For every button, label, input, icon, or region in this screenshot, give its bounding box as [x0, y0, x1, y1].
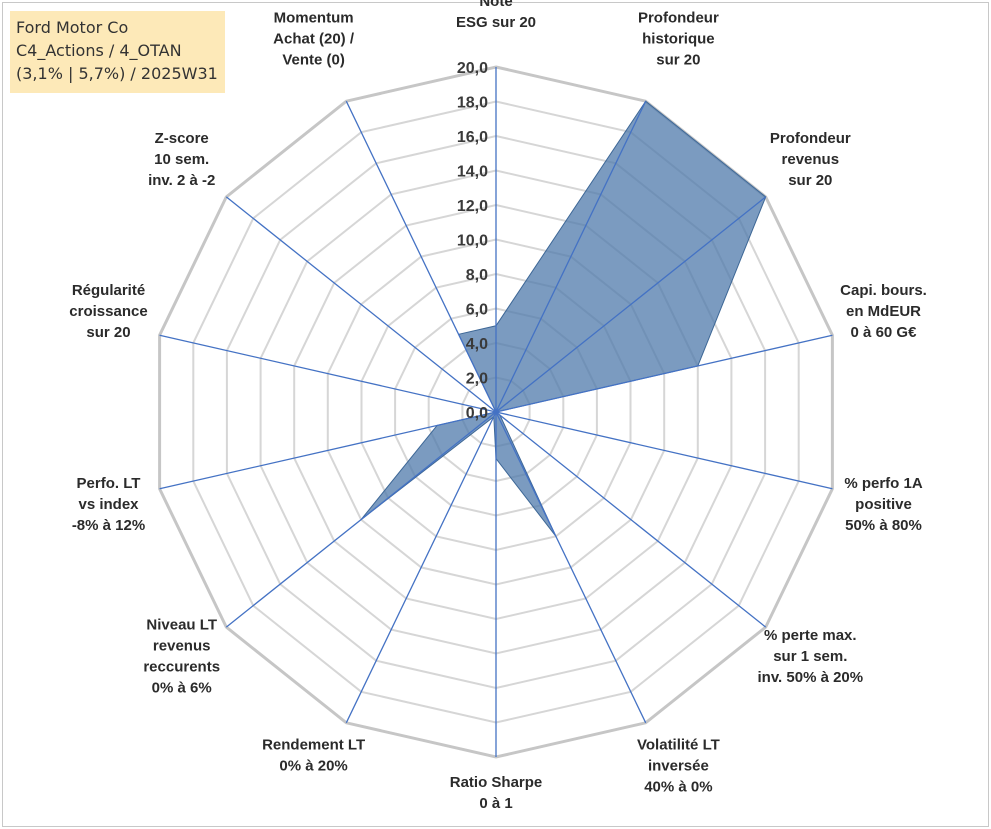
company-name: Ford Motor Co [16, 18, 129, 37]
axis-label: inv. 50% à 20% [757, 669, 863, 686]
axis-label: revenus [153, 637, 211, 654]
axis-labels: Note ESG sur 20 Profondeur historique sur 20… [69, 0, 927, 812]
spoke-line [495, 100, 647, 413]
axis-label: sur 20 [86, 324, 130, 341]
axis-label: Niveau LT [146, 616, 217, 633]
spoke-line [159, 411, 497, 490]
axis-label: Rendement LT [262, 737, 365, 754]
axis-label: Régularité [72, 282, 145, 299]
axis-label: croissance [69, 303, 147, 320]
axis-label: sur 20 [788, 172, 832, 189]
tick-label: 20,0 [457, 60, 488, 77]
tick-label: 0,0 [466, 405, 488, 422]
spoke-line [159, 334, 497, 413]
spoke-line [495, 411, 647, 724]
axis-label: Note [479, 0, 512, 10]
tick-label: 2,0 [466, 371, 488, 388]
axis-label: 0% à 6% [152, 679, 212, 696]
tick-label: 6,0 [466, 302, 488, 319]
axis-label: % perfo 1A [844, 475, 923, 492]
spoke-line [345, 411, 497, 724]
axis-label: revenus [782, 151, 840, 168]
radial-tick-labels: 0,0 2,0 4,0 6,0 8,0 10,0 12,0 14,0 16,0 18,0 20,0 [457, 60, 488, 422]
axis-label: Profondeur [770, 130, 851, 147]
tick-label: 8,0 [466, 267, 488, 284]
axis-label: positive [855, 496, 912, 513]
axis-label: Profondeur [638, 10, 719, 27]
tick-label: 16,0 [457, 129, 488, 146]
axis-label: vs index [78, 496, 139, 513]
axis-label: 0 à 60 G€ [851, 324, 918, 341]
tick-label: 14,0 [457, 164, 488, 181]
axis-label: Z-score [155, 130, 209, 147]
axis-label: reccurents [143, 658, 220, 675]
tick-label: 4,0 [466, 336, 488, 353]
axis-label: 50% à 80% [845, 517, 922, 534]
axis-label: Momentum [274, 10, 354, 27]
axis-label: Volatilité LT [637, 737, 720, 754]
spoke-line [495, 411, 833, 490]
radar-spokes [159, 67, 833, 757]
axis-label: -8% à 12% [72, 517, 145, 534]
axis-label: Achat (20) / [273, 31, 355, 48]
spoke-line [225, 411, 497, 628]
portfolio-category: C4_Actions / 4_OTAN [16, 41, 182, 60]
axis-label: inversée [648, 758, 709, 775]
axis-label: sur 1 sem. [773, 648, 847, 665]
axis-label: % perte max. [764, 627, 857, 644]
axis-label: 0 à 1 [479, 795, 512, 812]
info-box: Ford Motor Co C4_Actions / 4_OTAN (3,1% … [10, 11, 225, 93]
tick-label: 18,0 [457, 95, 488, 112]
axis-label: Perfo. LT [77, 475, 141, 492]
axis-label: 10 sem. [154, 151, 209, 168]
axis-label: Vente (0) [282, 52, 345, 69]
axis-label: 0% à 20% [279, 758, 347, 775]
spoke-line [225, 196, 497, 413]
axis-label: Capi. bours. [840, 282, 927, 299]
axis-label: en MdEUR [846, 303, 921, 320]
spoke-line [495, 334, 833, 413]
tick-label: 10,0 [457, 233, 488, 250]
tick-label: 12,0 [457, 198, 488, 215]
axis-label: ESG sur 20 [456, 14, 536, 31]
spoke-line [495, 411, 767, 628]
axis-label: inv. 2 à -2 [148, 172, 215, 189]
axis-label: sur 20 [656, 52, 700, 69]
spoke-line [495, 196, 767, 413]
axis-label: Ratio Sharpe [450, 774, 543, 791]
spoke-line [345, 100, 497, 413]
axis-label: 40% à 0% [644, 779, 712, 796]
axis-label: historique [642, 31, 715, 48]
weights-and-week: (3,1% | 5,7%) / 2025W31 [16, 64, 218, 83]
